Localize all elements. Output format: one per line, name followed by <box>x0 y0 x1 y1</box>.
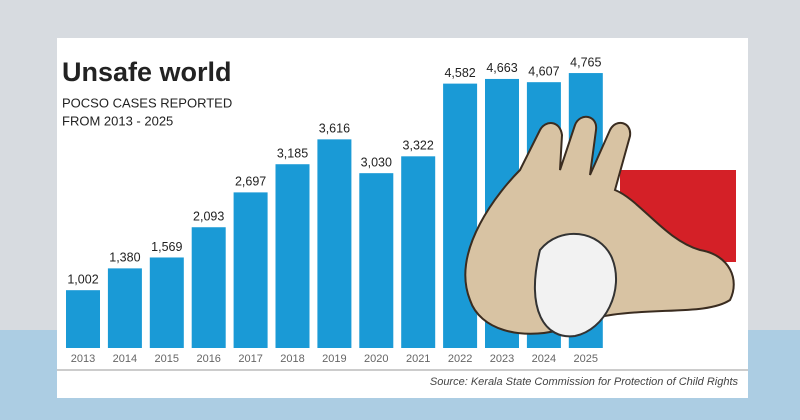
x-tick-label: 2018 <box>280 353 304 365</box>
value-label: 4,765 <box>570 55 601 69</box>
x-tick-label: 2024 <box>532 353 556 365</box>
bar <box>359 173 394 348</box>
value-label: 4,607 <box>528 64 559 78</box>
x-tick-label: 2015 <box>155 353 179 365</box>
value-label: 3,322 <box>403 139 434 153</box>
chart-subtitle: POCSO CASES REPORTED <box>62 95 232 110</box>
x-tick-label: 2023 <box>490 353 514 365</box>
bar <box>191 227 226 348</box>
value-label: 3,030 <box>361 155 392 169</box>
value-label: 1,569 <box>151 240 182 254</box>
source-note: Source: Kerala State Commission for Prot… <box>430 376 739 388</box>
x-tick-label: 2014 <box>113 353 137 365</box>
x-tick-label: 2016 <box>196 353 220 365</box>
bar <box>443 83 478 349</box>
bar <box>66 290 100 348</box>
chart-title: Unsafe world <box>62 57 232 87</box>
bar <box>233 192 268 348</box>
chart-subtitle: FROM 2013 - 2025 <box>62 113 173 128</box>
value-label: 1,002 <box>67 272 98 286</box>
x-tick-label: 2021 <box>406 353 430 365</box>
x-tick-label: 2020 <box>364 353 388 365</box>
bar <box>275 164 310 348</box>
bar <box>401 156 436 348</box>
x-tick-label: 2013 <box>71 353 95 365</box>
bar <box>149 257 184 348</box>
value-label: 4,663 <box>486 61 517 75</box>
illustration-child <box>533 232 617 338</box>
x-tick-label: 2019 <box>322 353 346 365</box>
value-label: 1,380 <box>109 251 140 265</box>
value-label: 2,093 <box>193 210 224 224</box>
value-label: 4,582 <box>444 66 475 80</box>
bar <box>317 139 352 348</box>
x-tick-label: 2022 <box>448 353 472 365</box>
value-label: 3,185 <box>277 147 308 161</box>
value-label: 2,697 <box>235 175 266 189</box>
x-tick-label: 2025 <box>574 353 598 365</box>
x-tick-label: 2017 <box>238 353 262 365</box>
value-label: 3,616 <box>319 122 350 136</box>
bar <box>107 268 142 348</box>
